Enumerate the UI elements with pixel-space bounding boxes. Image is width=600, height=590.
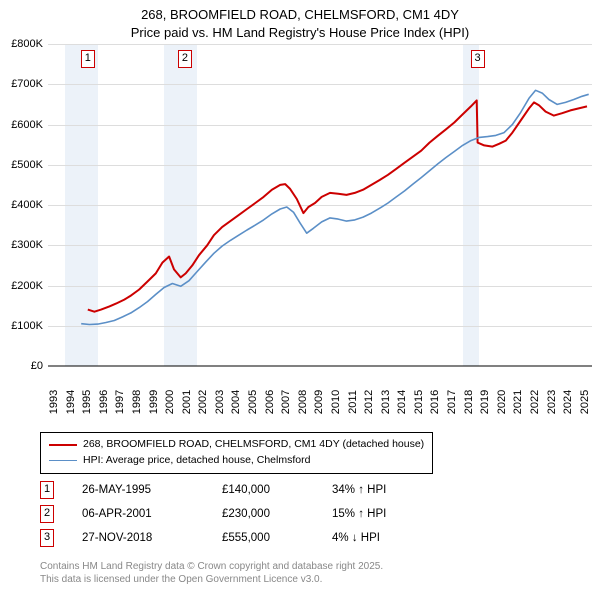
sale-row: 2 06-APR-2001£230,00015% ↑ HPI bbox=[40, 502, 452, 526]
chart-area: £0£100K£200K£300K£400K£500K£600K£700K£80… bbox=[0, 44, 600, 424]
sales-table: 1 26-MAY-1995£140,00034% ↑ HPI 2 06-APR-200… bbox=[40, 478, 452, 550]
sale-row-delta: 34% ↑ HPI bbox=[332, 484, 452, 496]
x-tick-label: 2003 bbox=[214, 390, 226, 414]
x-tick-label: 2023 bbox=[546, 390, 558, 414]
legend-row: HPI: Average price, detached house, Chel… bbox=[49, 453, 424, 469]
x-tick-label: 2020 bbox=[496, 390, 508, 414]
x-tick-label: 2009 bbox=[313, 390, 325, 414]
sale-row-date: 26-MAY-1995 bbox=[82, 484, 222, 496]
footer-line1: Contains HM Land Registry data © Crown c… bbox=[40, 560, 383, 573]
sale-row-delta: 15% ↑ HPI bbox=[332, 508, 452, 520]
series-hpi bbox=[81, 90, 589, 324]
y-tick-label: £500K bbox=[11, 159, 43, 171]
x-tick-label: 2000 bbox=[164, 390, 176, 414]
x-tick-label: 2016 bbox=[429, 390, 441, 414]
sale-row-date: 27-NOV-2018 bbox=[82, 532, 222, 544]
x-tick-label: 2008 bbox=[297, 390, 309, 414]
legend-swatch bbox=[49, 460, 77, 462]
sale-marker-1: 1 bbox=[81, 50, 95, 68]
x-tick-label: 2013 bbox=[380, 390, 392, 414]
x-tick-label: 1994 bbox=[65, 390, 77, 414]
sale-marker-3: 3 bbox=[471, 50, 485, 68]
sale-row-marker: 1 bbox=[40, 481, 54, 499]
x-tick-label: 1997 bbox=[114, 390, 126, 414]
x-tick-label: 2005 bbox=[247, 390, 259, 414]
x-tick-label: 2024 bbox=[562, 390, 574, 414]
x-tick-label: 2022 bbox=[529, 390, 541, 414]
legend-swatch bbox=[49, 444, 77, 446]
x-tick-label: 2006 bbox=[264, 390, 276, 414]
x-tick-label: 2002 bbox=[197, 390, 209, 414]
x-tick-label: 2025 bbox=[579, 390, 591, 414]
sale-marker-2: 2 bbox=[178, 50, 192, 68]
x-tick-label: 2015 bbox=[413, 390, 425, 414]
y-tick-label: £100K bbox=[11, 320, 43, 332]
x-tick-label: 2010 bbox=[330, 390, 342, 414]
legend-label: 268, BROOMFIELD ROAD, CHELMSFORD, CM1 4D… bbox=[83, 437, 424, 453]
title-line1: 268, BROOMFIELD ROAD, CHELMSFORD, CM1 4D… bbox=[0, 6, 600, 24]
sale-row: 3 27-NOV-2018£555,0004% ↓ HPI bbox=[40, 526, 452, 550]
sale-row-price: £230,000 bbox=[222, 508, 332, 520]
x-tick-label: 1996 bbox=[98, 390, 110, 414]
chart-lines-svg bbox=[0, 44, 600, 424]
y-tick-label: £600K bbox=[11, 119, 43, 131]
y-tick-label: £400K bbox=[11, 199, 43, 211]
sale-row-price: £555,000 bbox=[222, 532, 332, 544]
x-tick-label: 2017 bbox=[446, 390, 458, 414]
y-tick-label: £200K bbox=[11, 280, 43, 292]
title-line2: Price paid vs. HM Land Registry's House … bbox=[0, 24, 600, 42]
sale-row-price: £140,000 bbox=[222, 484, 332, 496]
x-tick-label: 2001 bbox=[181, 390, 193, 414]
sale-row-marker: 3 bbox=[40, 529, 54, 547]
x-tick-label: 1999 bbox=[148, 390, 160, 414]
legend-label: HPI: Average price, detached house, Chel… bbox=[83, 453, 310, 469]
series-price_paid bbox=[88, 100, 587, 311]
x-tick-label: 2011 bbox=[347, 390, 359, 414]
footer-attribution: Contains HM Land Registry data © Crown c… bbox=[40, 560, 383, 586]
legend-box: 268, BROOMFIELD ROAD, CHELMSFORD, CM1 4D… bbox=[40, 432, 433, 474]
y-tick-label: £700K bbox=[11, 78, 43, 90]
sale-row-date: 06-APR-2001 bbox=[82, 508, 222, 520]
sale-row: 1 26-MAY-1995£140,00034% ↑ HPI bbox=[40, 478, 452, 502]
x-tick-label: 2004 bbox=[230, 390, 242, 414]
x-tick-label: 1993 bbox=[48, 390, 60, 414]
x-tick-label: 2018 bbox=[463, 390, 475, 414]
sale-row-marker: 2 bbox=[40, 505, 54, 523]
sale-row-delta: 4% ↓ HPI bbox=[332, 532, 452, 544]
y-tick-label: £300K bbox=[11, 239, 43, 251]
x-tick-label: 1995 bbox=[81, 390, 93, 414]
x-tick-label: 2019 bbox=[479, 390, 491, 414]
y-tick-label: £0 bbox=[31, 360, 43, 372]
chart-title: 268, BROOMFIELD ROAD, CHELMSFORD, CM1 4D… bbox=[0, 0, 600, 41]
x-tick-label: 2014 bbox=[396, 390, 408, 414]
x-tick-label: 2007 bbox=[280, 390, 292, 414]
y-tick-label: £800K bbox=[11, 38, 43, 50]
footer-line2: This data is licensed under the Open Gov… bbox=[40, 573, 383, 586]
x-tick-label: 1998 bbox=[131, 390, 143, 414]
x-tick-label: 2012 bbox=[363, 390, 375, 414]
x-tick-label: 2021 bbox=[512, 390, 524, 414]
legend-row: 268, BROOMFIELD ROAD, CHELMSFORD, CM1 4D… bbox=[49, 437, 424, 453]
